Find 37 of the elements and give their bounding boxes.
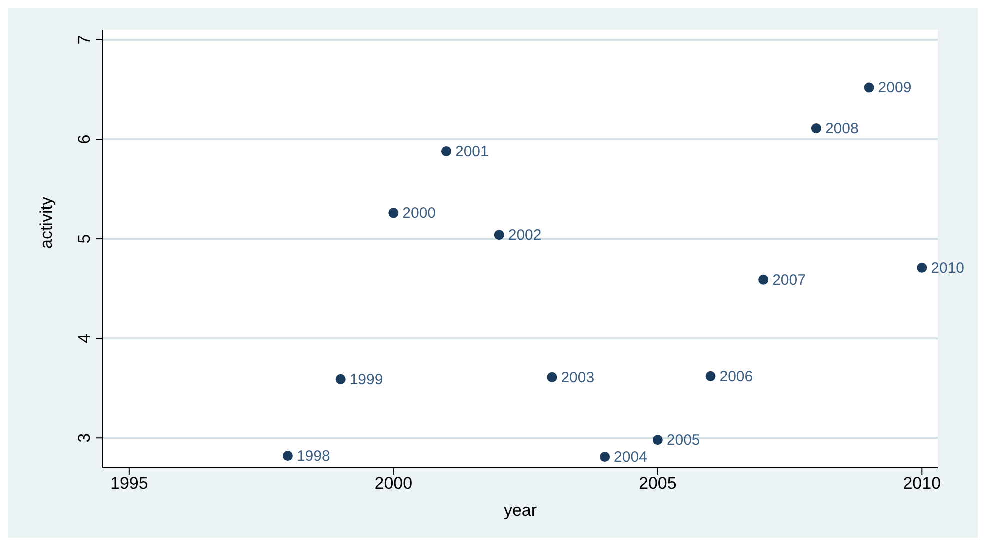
annotation: 2002 [508,227,542,244]
annotation: 1998 [296,448,330,466]
point [652,435,663,446]
x-axis-title: year [504,501,538,520]
y-tick-label: 3 [75,433,94,443]
annotation: 2006 [720,368,754,386]
y-tick-label: 5 [75,234,94,244]
annotation: 2005 [666,432,700,450]
point [494,230,504,240]
x-tick-label: 2000 [374,474,413,494]
annotation: 2003 [561,369,595,386]
annotation: 2004 [614,449,648,466]
point [442,146,452,156]
annotation: 2000 [402,205,436,222]
annotation: 2001 [456,143,489,160]
annotation: 2010 [931,260,965,277]
annotation: 1999 [350,371,384,388]
x-tick-label: 2005 [638,474,677,494]
annotation: 2008 [825,120,859,138]
annotation: 2009 [878,80,912,97]
y-axis-title: activity [37,196,56,249]
point [388,208,399,218]
x-tick-label: 1995 [110,474,148,494]
point [547,372,558,382]
annotation: 2007 [772,272,806,289]
y-tick-label: 4 [75,334,94,344]
y-tick-label: 6 [75,134,94,144]
point [917,262,928,273]
point [282,451,293,462]
point [600,452,610,462]
y-tick-label: 7 [75,35,94,45]
point [706,371,716,382]
point [811,124,822,134]
point [864,82,874,93]
point [758,274,769,285]
point [336,374,346,384]
x-tick-label: 2010 [903,474,942,494]
